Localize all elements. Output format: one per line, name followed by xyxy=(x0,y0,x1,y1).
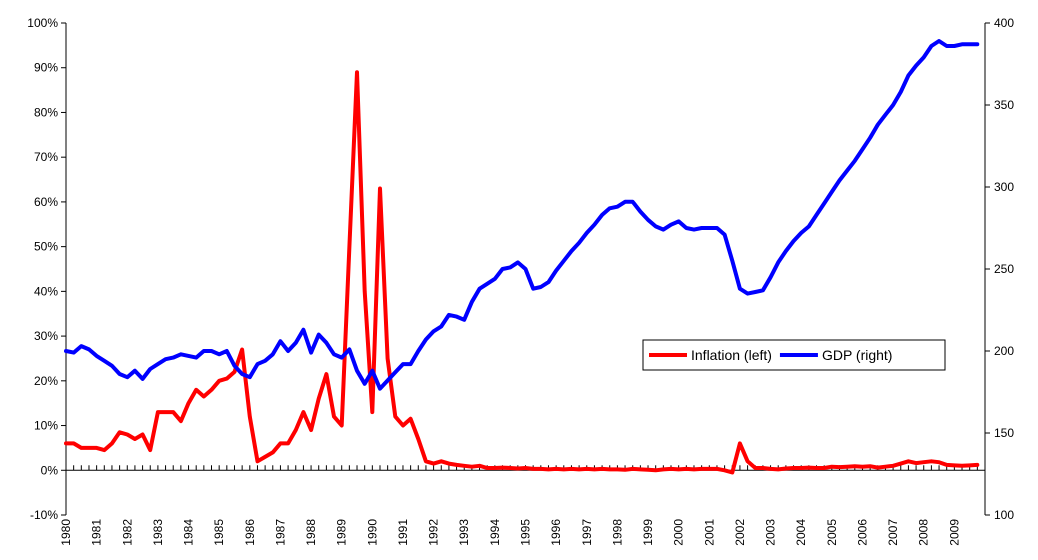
y-tick-label: 100% xyxy=(27,16,58,30)
y-tick-label: 70% xyxy=(34,150,58,164)
y-tick-label: 10% xyxy=(34,419,58,433)
y2-tick-label: 250 xyxy=(994,262,1014,276)
y2-tick-label: 100 xyxy=(994,508,1014,522)
y2-tick-label: 300 xyxy=(994,180,1014,194)
y2-tick-label: 400 xyxy=(994,16,1014,30)
x-tick-label: 1986 xyxy=(243,519,257,546)
x-tick-label: 1993 xyxy=(457,519,471,546)
y-tick-label: 60% xyxy=(34,195,58,209)
x-tick-label: 2001 xyxy=(702,519,716,546)
x-tick-label: 2000 xyxy=(672,519,686,546)
x-tick-label: 1981 xyxy=(90,519,104,546)
x-tick-label: 2003 xyxy=(764,519,778,546)
y-tick-label: 0% xyxy=(41,463,59,477)
y-tick-label: 40% xyxy=(34,284,58,298)
x-tick-label: 1982 xyxy=(120,519,134,546)
y-tick-label: 30% xyxy=(34,329,58,343)
y-tick-label: 80% xyxy=(34,105,58,119)
x-tick-label: 2002 xyxy=(733,519,747,546)
x-tick-label: 2009 xyxy=(947,519,961,546)
x-tick-label: 1997 xyxy=(580,519,594,546)
x-tick-label: 1994 xyxy=(488,519,502,546)
x-tick-label: 1980 xyxy=(59,519,73,546)
x-tick-label: 1991 xyxy=(396,519,410,546)
y-tick-label: 20% xyxy=(34,374,58,388)
x-tick-label: 2007 xyxy=(886,519,900,546)
x-tick-label: 1988 xyxy=(304,519,318,546)
x-tick-label: 1987 xyxy=(273,519,287,546)
x-tick-label: 1990 xyxy=(365,519,379,546)
x-tick-label: 1984 xyxy=(182,519,196,546)
x-tick-label: 2008 xyxy=(917,519,931,546)
y-tick-label: 90% xyxy=(34,61,58,75)
x-tick-label: 1998 xyxy=(610,519,624,546)
x-tick-label: 1999 xyxy=(641,519,655,546)
y-tick-label: 50% xyxy=(34,240,58,254)
y2-tick-label: 350 xyxy=(994,98,1014,112)
legend-label: Inflation (left) xyxy=(691,347,772,363)
line-series xyxy=(64,39,980,391)
x-tick-label: 2006 xyxy=(855,519,869,546)
x-tick-label: 2005 xyxy=(825,519,839,546)
x-tick-label: 1996 xyxy=(549,519,563,546)
y-tick-label: -10% xyxy=(30,508,58,522)
legend-label: GDP (right) xyxy=(822,347,893,363)
y2-tick-label: 200 xyxy=(994,344,1014,358)
x-tick-label: 1985 xyxy=(212,519,226,546)
y2-tick-label: 150 xyxy=(994,426,1014,440)
x-tick-label: 1989 xyxy=(335,519,349,546)
x-tick-label: 2004 xyxy=(794,519,808,546)
line-series xyxy=(64,70,980,475)
x-tick-label: 1992 xyxy=(427,519,441,546)
x-tick-label: 1983 xyxy=(151,519,165,546)
x-tick-label: 1995 xyxy=(519,519,533,546)
